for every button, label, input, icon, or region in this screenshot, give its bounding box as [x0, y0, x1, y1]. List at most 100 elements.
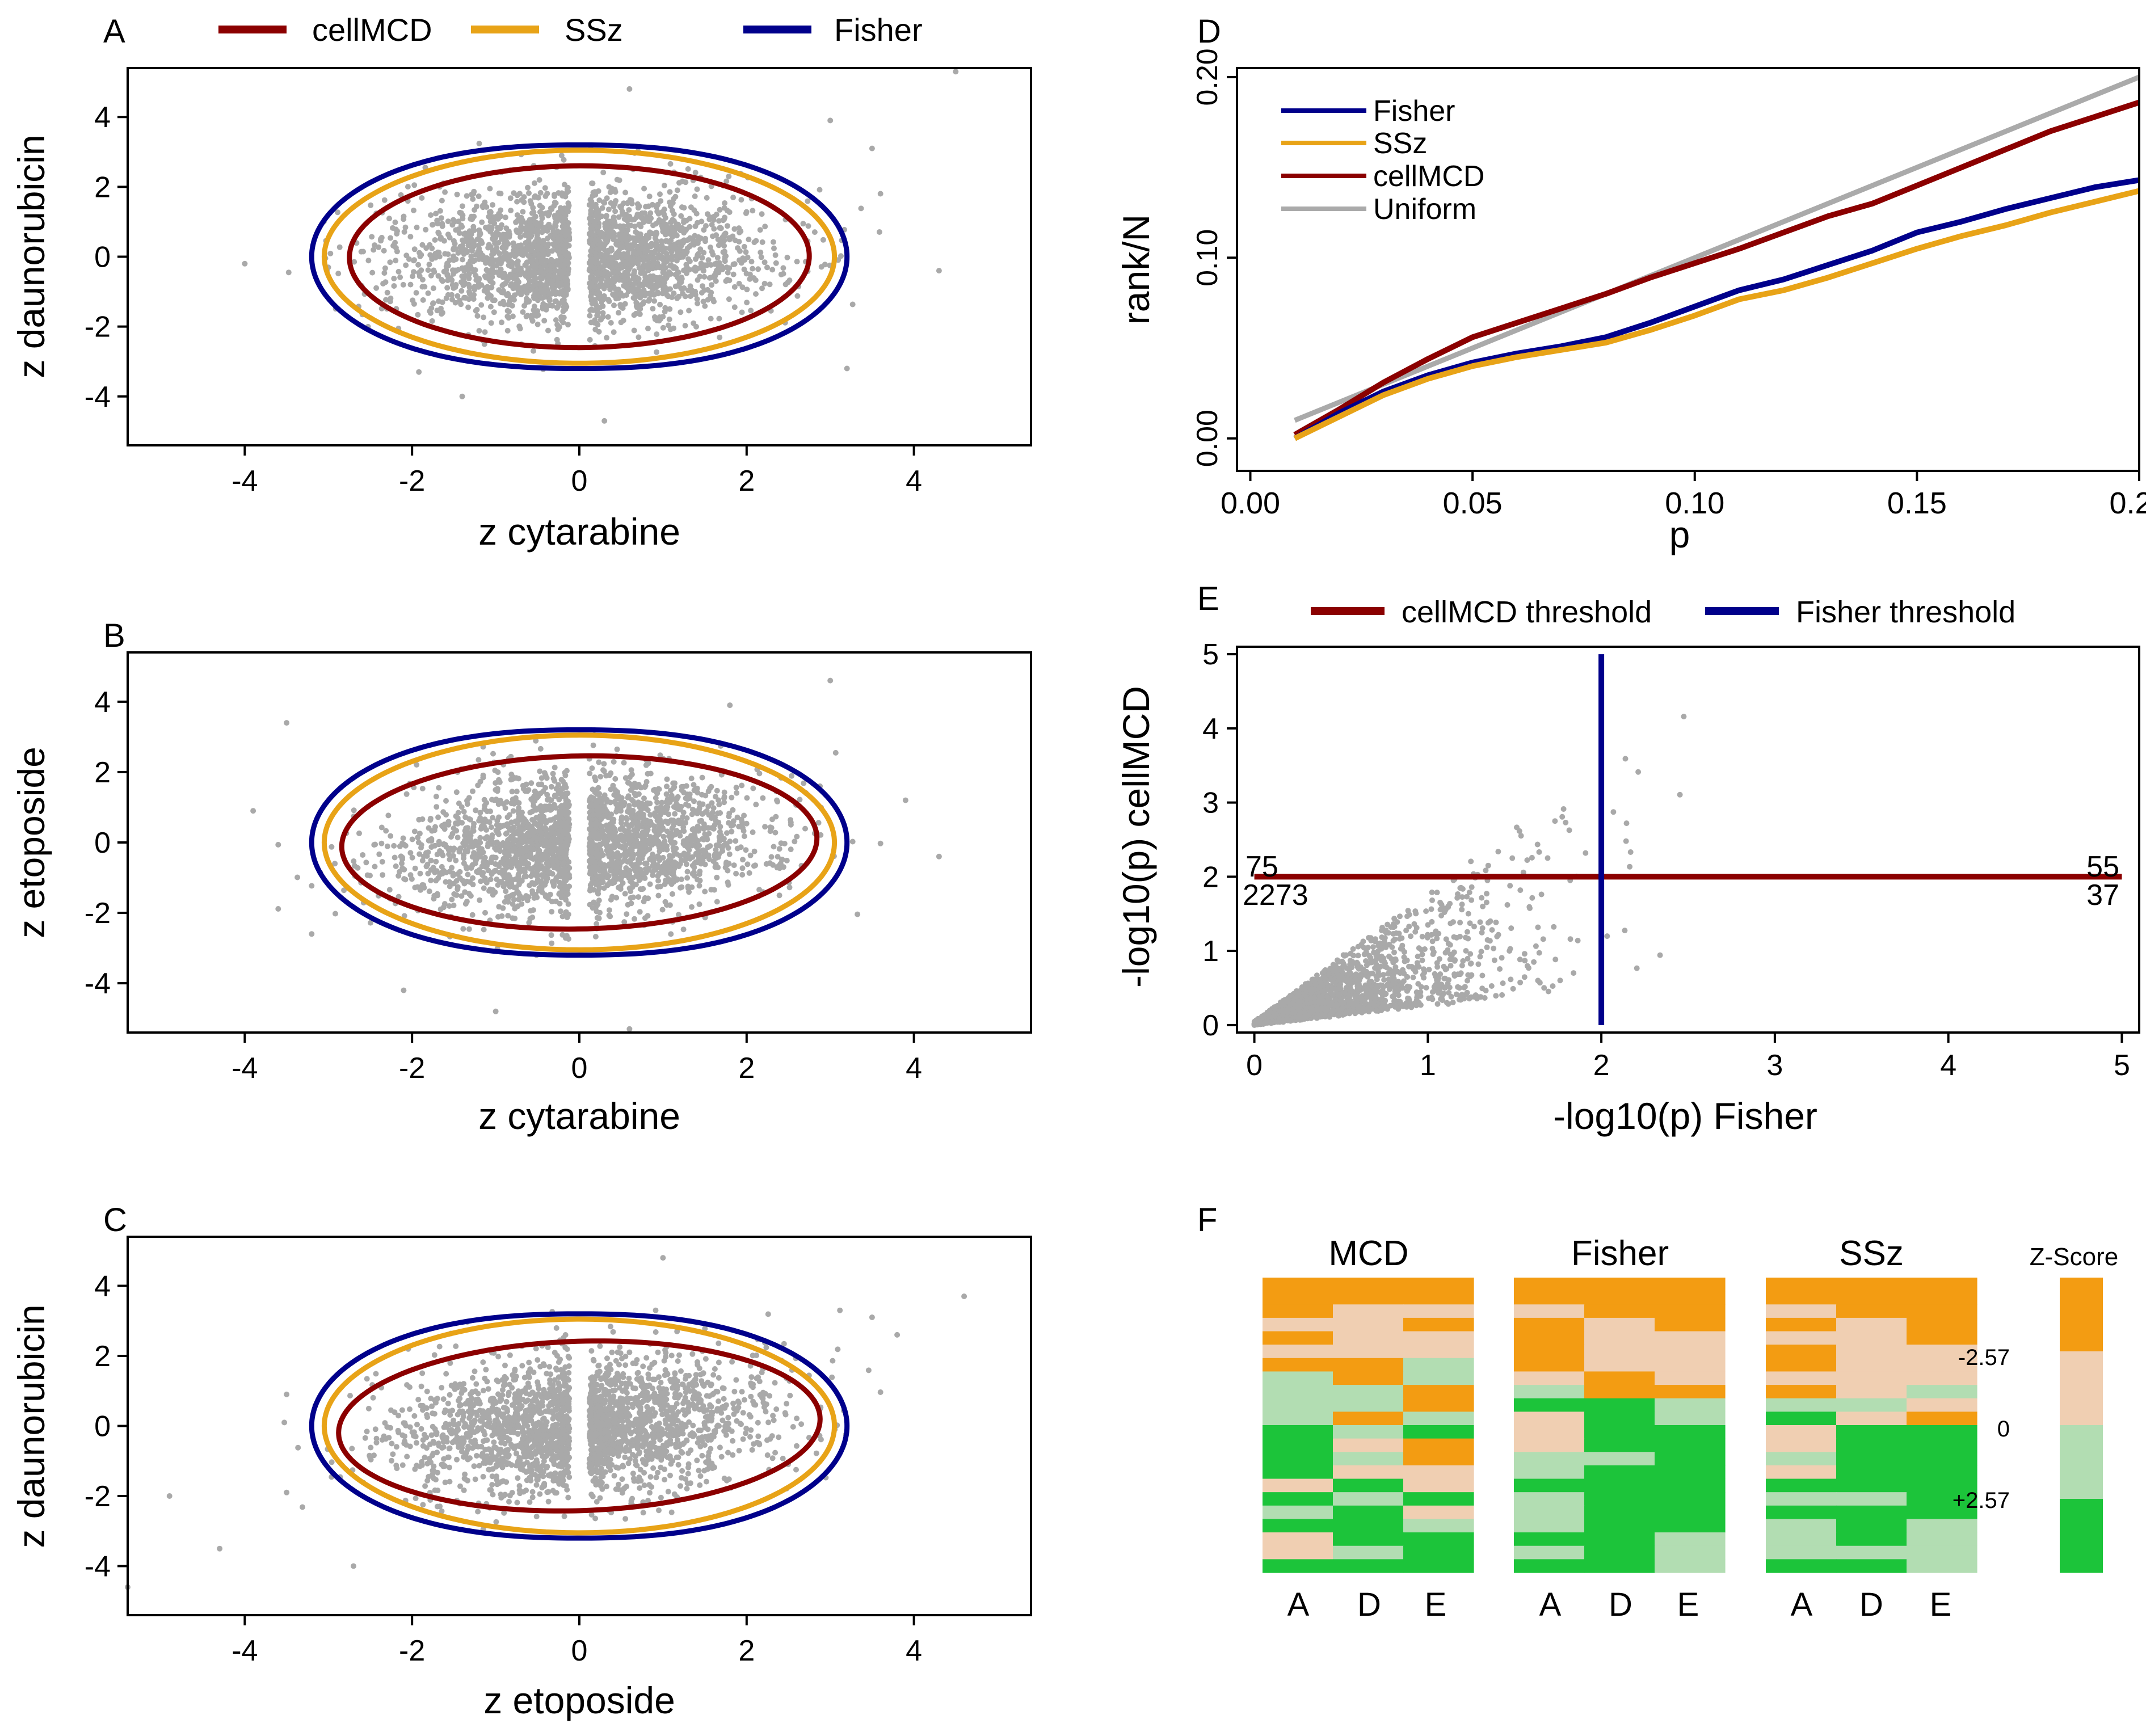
scatter-point	[708, 783, 714, 790]
scatter-point	[432, 824, 438, 830]
scatter-point	[611, 204, 617, 210]
scatter-point	[696, 901, 702, 907]
scatter-point	[507, 195, 514, 201]
scatter-point	[447, 856, 453, 862]
scatter-point	[759, 285, 765, 292]
outlier-point	[601, 418, 608, 424]
scatter-point	[532, 180, 537, 186]
scatter-point	[691, 320, 697, 326]
scatter-point	[617, 245, 624, 251]
scatter-point	[600, 879, 606, 886]
scatter-point	[550, 776, 557, 782]
scatter-point	[419, 284, 426, 290]
scatter-point	[617, 290, 624, 296]
scatter-point	[708, 887, 714, 893]
scatter-point	[594, 312, 600, 318]
scatter-point	[674, 877, 680, 883]
scatter-point	[453, 857, 459, 863]
scatter-point	[489, 226, 494, 233]
scatter-point	[557, 884, 563, 890]
scatter-point	[662, 309, 668, 315]
scatter-point	[674, 233, 680, 239]
scatter-point	[556, 190, 562, 196]
scatter-point	[437, 906, 444, 912]
scatter-point	[781, 841, 788, 846]
scatter-point	[498, 191, 504, 197]
scatter-point	[550, 770, 556, 777]
scatter-point	[489, 832, 495, 838]
scatter-point	[759, 239, 765, 245]
scatter-point	[743, 820, 750, 827]
scatter-point	[595, 891, 601, 897]
scatter-point	[767, 824, 773, 831]
scatter-point	[855, 911, 861, 917]
scatter-point	[471, 850, 477, 856]
scatter-point	[565, 271, 571, 277]
scatter-point	[715, 269, 721, 275]
scatter-point	[698, 290, 705, 296]
panel-label-d: D	[1197, 13, 1221, 50]
scatter-point	[514, 283, 520, 289]
scatter-point	[588, 293, 594, 300]
scatter-point	[542, 785, 548, 791]
scatter-point	[445, 251, 451, 258]
scatter-point	[664, 783, 670, 790]
scatter-point	[441, 901, 448, 907]
scatter-point	[428, 272, 434, 279]
scatter-point	[667, 902, 673, 908]
scatter-point	[625, 793, 632, 799]
scatter-point	[535, 859, 541, 865]
scatter-point	[646, 297, 653, 302]
scatter-point	[482, 854, 488, 861]
scatter-point	[464, 899, 470, 905]
scatter-point	[453, 892, 458, 898]
scatter-point	[596, 236, 602, 242]
scatter-point	[717, 810, 723, 816]
scatter-point	[502, 899, 508, 905]
scatter-point	[674, 802, 680, 808]
scatter-point	[537, 745, 544, 752]
scatter-point	[650, 306, 656, 312]
scatter-point	[601, 885, 607, 891]
scatter-point	[636, 265, 642, 271]
scatter-point	[600, 310, 606, 316]
scatter-point	[680, 290, 686, 297]
scatter-point	[464, 798, 470, 804]
scatter-point	[632, 838, 638, 844]
scatter-point	[411, 828, 418, 835]
scatter-point	[741, 266, 747, 272]
scatter-point	[696, 825, 702, 832]
scatter-point	[700, 298, 706, 305]
scatter-point	[555, 782, 561, 788]
scatter-point	[599, 874, 605, 880]
scatter-point	[514, 199, 520, 205]
scatter-point	[520, 209, 526, 215]
outlier-point	[401, 987, 407, 993]
y-tick-label: -2	[85, 311, 111, 344]
scatter-point	[525, 861, 532, 867]
scatter-point	[608, 320, 614, 326]
scatter-point	[409, 836, 415, 842]
scatter-point	[595, 901, 601, 908]
scatter-point	[503, 844, 509, 850]
scatter-point	[523, 225, 529, 231]
scatter-point	[458, 279, 464, 285]
scatter-point	[714, 874, 720, 880]
scatter-point	[733, 838, 739, 844]
scatter-point	[549, 849, 556, 856]
scatter-point	[433, 858, 439, 865]
scatter-point	[617, 826, 624, 832]
scatter-point	[725, 269, 731, 276]
scatter-point	[688, 776, 695, 782]
outlier-point	[309, 931, 315, 937]
scatter-point	[431, 269, 437, 275]
scatter-point	[543, 849, 549, 855]
scatter-point	[386, 216, 392, 222]
scatter-point	[504, 856, 510, 862]
scatter-point	[506, 309, 512, 315]
scatter-point	[613, 853, 620, 859]
scatter-point	[483, 260, 489, 266]
y-tick-label: -4	[85, 381, 111, 414]
